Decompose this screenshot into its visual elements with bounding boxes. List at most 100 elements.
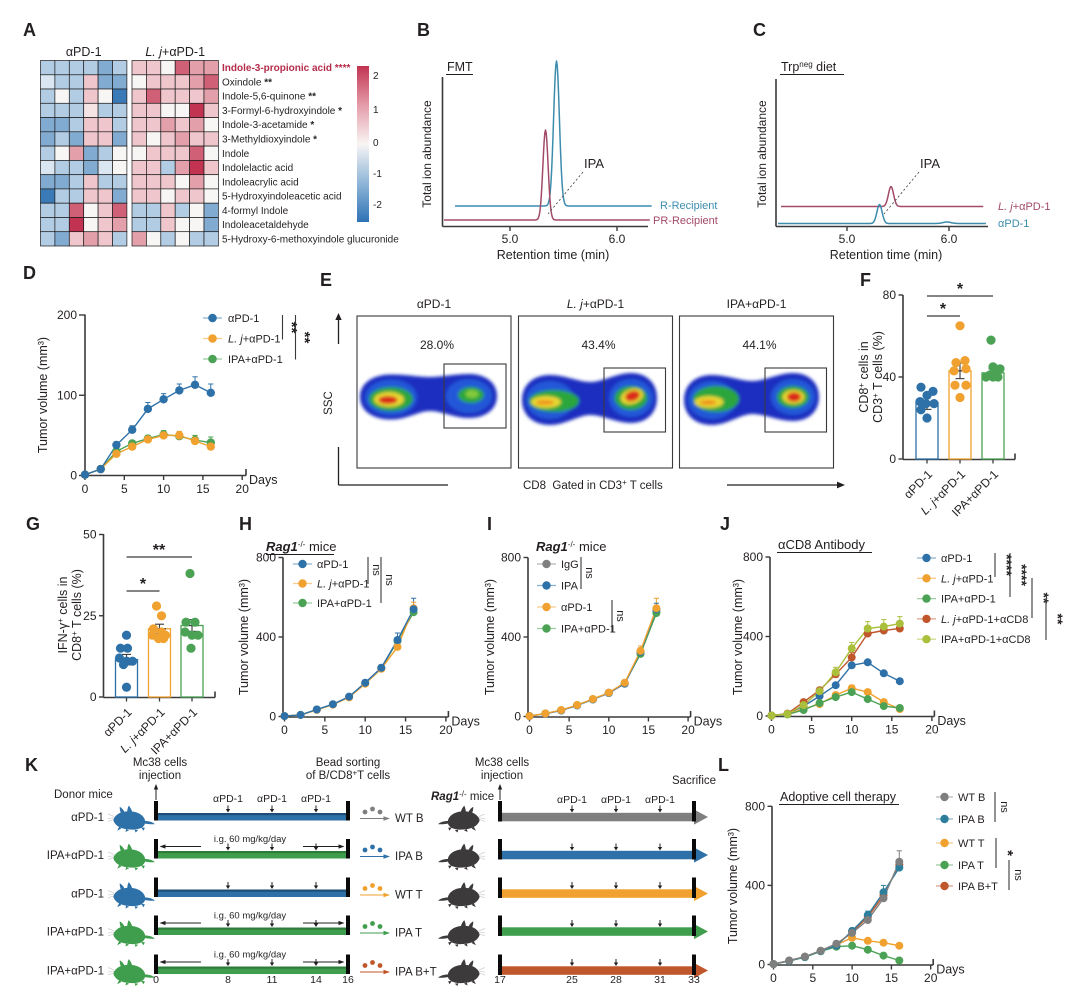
svg-text:0: 0 [90, 690, 97, 704]
svg-text:of B/CD8+T cells: of B/CD8+T cells [306, 769, 391, 783]
svg-text:Days: Days [694, 715, 722, 729]
svg-text:IPA: IPA [584, 156, 604, 171]
svg-text:FMT: FMT [447, 60, 473, 74]
svg-text:15: 15 [399, 723, 413, 737]
svg-text:15: 15 [196, 482, 210, 496]
svg-text:Indole: Indole [222, 149, 250, 160]
svg-text:Indoleacetaldehyde: Indoleacetaldehyde [222, 220, 309, 231]
svg-text:R-Recipient: R-Recipient [660, 200, 717, 212]
svg-text:400: 400 [256, 630, 276, 644]
svg-text:28.0%: 28.0% [420, 338, 454, 352]
svg-text:αPD-1: αPD-1 [941, 553, 972, 565]
svg-text:20: 20 [681, 723, 695, 737]
svg-text:800: 800 [743, 550, 763, 564]
svg-text:80: 80 [883, 288, 897, 302]
svg-text:ns: ns [370, 564, 382, 576]
svg-text:A: A [23, 20, 36, 40]
svg-text:Bead sorting: Bead sorting [316, 757, 381, 769]
svg-text:8: 8 [225, 974, 231, 986]
svg-text:Days: Days [249, 473, 277, 487]
svg-text:αPD-1: αPD-1 [561, 602, 592, 614]
svg-text:Total ion abundance: Total ion abundance [755, 100, 769, 208]
svg-text:-1: -1 [373, 169, 382, 180]
svg-text:43.4%: 43.4% [581, 338, 615, 352]
svg-text:IPA+αPD-1: IPA+αPD-1 [47, 850, 104, 862]
svg-text:Rag1-/- mice: Rag1-/- mice [431, 790, 494, 804]
svg-text:28: 28 [610, 974, 622, 986]
svg-text:D: D [23, 263, 36, 283]
svg-text:400: 400 [501, 630, 521, 644]
svg-text:0: 0 [281, 723, 288, 737]
svg-text:ns: ns [614, 610, 626, 622]
svg-text:Rag1-/- mice: Rag1-/- mice [536, 539, 606, 554]
svg-text:Adoptive cell therapy: Adoptive cell therapy [780, 790, 897, 804]
svg-text:10: 10 [845, 723, 859, 737]
svg-text:Retention time (min): Retention time (min) [497, 248, 610, 262]
svg-text:16: 16 [342, 974, 354, 986]
svg-text:WT T: WT T [958, 838, 985, 850]
svg-text:-2: -2 [373, 200, 382, 211]
svg-text:1: 1 [373, 105, 379, 116]
svg-text:IPA+αPD-1: IPA+αPD-1 [228, 354, 283, 366]
svg-text:C: C [753, 20, 766, 40]
svg-text:CD8+ T cells (%): CD8+ T cells (%) [70, 569, 84, 661]
svg-text:IPA+αPD-1: IPA+αPD-1 [941, 594, 996, 606]
svg-text:Tumor volume (mm³): Tumor volume (mm³) [731, 579, 745, 695]
svg-text:Tumor volume (mm³): Tumor volume (mm³) [36, 337, 50, 453]
svg-text:αPD-1: αPD-1 [601, 794, 631, 806]
svg-text:25: 25 [566, 974, 578, 986]
svg-text:****: **** [999, 554, 1015, 576]
svg-text:14: 14 [310, 974, 322, 986]
svg-text:Rag1-/- mice: Rag1-/- mice [266, 539, 336, 554]
svg-text:αPD-1: αPD-1 [213, 793, 243, 805]
svg-text:Mc38 cells: Mc38 cells [133, 757, 188, 769]
svg-text:5: 5 [322, 723, 329, 737]
svg-text:IPA: IPA [561, 581, 579, 593]
svg-text:20: 20 [236, 482, 250, 496]
svg-text:2: 2 [373, 71, 379, 82]
svg-text:31: 31 [654, 974, 666, 986]
svg-text:injection: injection [139, 770, 181, 782]
svg-text:15: 15 [885, 723, 899, 737]
svg-text:****: **** [1014, 564, 1030, 586]
svg-text:20: 20 [439, 723, 453, 737]
svg-text:*: * [999, 850, 1016, 856]
svg-text:Donor mice: Donor mice [54, 789, 113, 801]
svg-text:0: 0 [526, 723, 533, 737]
svg-text:0: 0 [770, 971, 777, 985]
svg-text:CD8 Gated in CD3+ T cells: CD8 Gated in CD3+ T cells [523, 478, 663, 492]
svg-text:αPD-1: αPD-1 [301, 793, 331, 805]
svg-text:ns: ns [383, 574, 395, 586]
svg-text:20: 20 [924, 971, 938, 985]
svg-text:αPD-1: αPD-1 [71, 812, 104, 824]
svg-text:J: J [720, 514, 730, 534]
svg-text:αPD-1: αPD-1 [645, 794, 675, 806]
svg-text:50: 50 [83, 528, 97, 542]
svg-text:αPD-1: αPD-1 [71, 889, 104, 901]
svg-text:0: 0 [269, 710, 276, 724]
svg-text:17: 17 [494, 974, 506, 986]
svg-text:5-Hydroxyindoleacetic acid: 5-Hydroxyindoleacetic acid [222, 192, 342, 203]
svg-text:0: 0 [514, 710, 521, 724]
svg-text:IPA T: IPA T [958, 860, 984, 872]
svg-text:F: F [860, 270, 871, 290]
svg-text:IPA T: IPA T [395, 928, 422, 940]
svg-text:αPD-1: αPD-1 [557, 794, 587, 806]
svg-text:L. j+αPD-1: L. j+αPD-1 [567, 297, 625, 311]
svg-text:5: 5 [808, 723, 815, 737]
svg-text:0: 0 [153, 974, 159, 986]
svg-text:Days: Days [937, 714, 965, 728]
svg-text:Mc38 cells: Mc38 cells [475, 757, 530, 769]
svg-text:Indoleacrylic acid: Indoleacrylic acid [222, 177, 299, 188]
svg-text:Days: Days [451, 715, 479, 729]
svg-text:44.1%: 44.1% [742, 338, 776, 352]
svg-text:10: 10 [602, 723, 616, 737]
svg-text:*: * [957, 281, 964, 298]
svg-text:WT B: WT B [395, 813, 424, 825]
svg-text:αPD-1: αPD-1 [66, 45, 102, 59]
svg-text:0: 0 [758, 958, 765, 972]
svg-text:**: ** [1050, 614, 1066, 625]
svg-text:800: 800 [745, 799, 765, 813]
svg-text:33: 33 [688, 974, 700, 986]
svg-text:IPA B: IPA B [958, 814, 985, 826]
